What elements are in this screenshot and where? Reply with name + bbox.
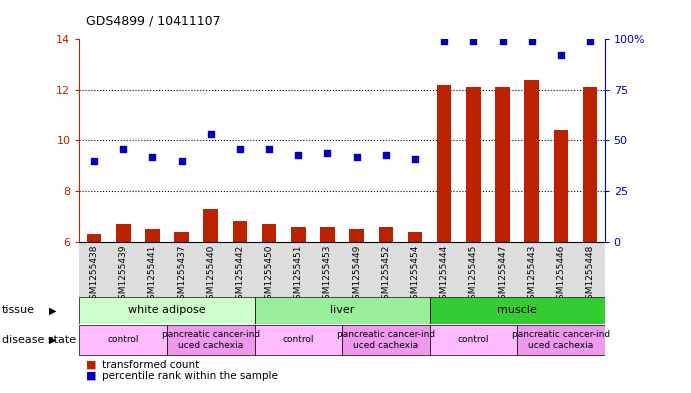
Bar: [320, 226, 334, 242]
Text: control: control: [283, 336, 314, 344]
Text: liver: liver: [330, 305, 354, 316]
Point: [439, 38, 450, 44]
Bar: [116, 224, 131, 242]
Text: disease state: disease state: [2, 335, 76, 345]
Bar: [291, 226, 305, 242]
Text: ■: ■: [86, 371, 97, 380]
Text: control: control: [457, 336, 489, 344]
Point: [351, 154, 362, 160]
Text: muscle: muscle: [497, 305, 537, 316]
Bar: [350, 229, 364, 242]
Point: [205, 131, 216, 138]
Point: [526, 38, 537, 44]
Bar: [174, 231, 189, 242]
FancyBboxPatch shape: [167, 325, 254, 355]
Text: ■: ■: [86, 360, 97, 369]
Bar: [145, 229, 160, 242]
Point: [585, 38, 596, 44]
Point: [234, 145, 245, 152]
FancyBboxPatch shape: [79, 297, 254, 324]
Point: [497, 38, 508, 44]
Text: GDS4899 / 10411107: GDS4899 / 10411107: [86, 15, 221, 28]
Bar: [495, 87, 510, 242]
Point: [263, 145, 274, 152]
FancyBboxPatch shape: [254, 297, 430, 324]
Point: [322, 149, 333, 156]
FancyBboxPatch shape: [517, 325, 605, 355]
Bar: [262, 224, 276, 242]
FancyBboxPatch shape: [254, 325, 342, 355]
Bar: [466, 87, 481, 242]
Bar: [583, 87, 597, 242]
Point: [176, 158, 187, 164]
Text: white adipose: white adipose: [128, 305, 206, 316]
Text: ▶: ▶: [50, 305, 57, 316]
Point: [293, 152, 304, 158]
Point: [468, 38, 479, 44]
Bar: [87, 234, 102, 242]
Bar: [233, 221, 247, 242]
Point: [147, 154, 158, 160]
Point: [380, 152, 391, 158]
FancyBboxPatch shape: [342, 325, 430, 355]
Bar: [408, 231, 422, 242]
Bar: [379, 226, 393, 242]
Point: [556, 52, 567, 59]
Point: [410, 156, 421, 162]
Text: ▶: ▶: [50, 335, 57, 345]
Text: transformed count: transformed count: [102, 360, 199, 369]
Bar: [524, 80, 539, 242]
Text: percentile rank within the sample: percentile rank within the sample: [102, 371, 278, 380]
Text: tissue: tissue: [2, 305, 35, 316]
Text: pancreatic cancer-ind
uced cachexia: pancreatic cancer-ind uced cachexia: [162, 330, 260, 350]
FancyBboxPatch shape: [79, 325, 167, 355]
FancyBboxPatch shape: [430, 297, 605, 324]
Text: pancreatic cancer-ind
uced cachexia: pancreatic cancer-ind uced cachexia: [512, 330, 610, 350]
Bar: [553, 130, 568, 242]
Point: [117, 145, 129, 152]
Text: pancreatic cancer-ind
uced cachexia: pancreatic cancer-ind uced cachexia: [337, 330, 435, 350]
Bar: [203, 209, 218, 242]
Text: control: control: [108, 336, 139, 344]
Point: [88, 158, 100, 164]
FancyBboxPatch shape: [430, 325, 517, 355]
Bar: [437, 85, 451, 242]
